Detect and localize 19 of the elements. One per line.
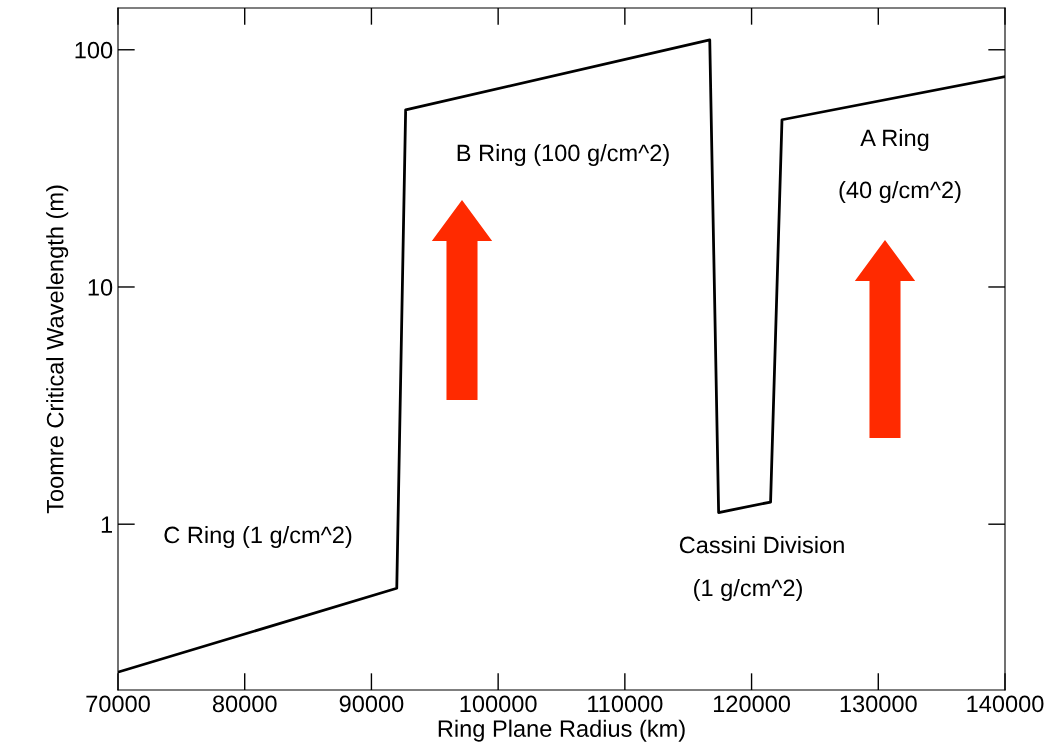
x-tick-label: 130000 [840,695,917,713]
x-tick-label: 140000 [967,695,1044,713]
annotation: (1 g/cm^2) [694,579,802,602]
annotation: C Ring (1 g/cm^2) [164,525,352,549]
x-tick-label: 90000 [339,695,404,713]
y-tick-label: 10 [88,279,113,296]
x-tick-label: 120000 [713,695,791,713]
y-tick-label: 100 [75,41,113,59]
annotation: A Ring [860,129,929,152]
x-tick-label: 100000 [460,695,537,713]
annotation: (40 g/cm^2) [839,181,961,204]
y-tick-label: 1 [101,516,112,533]
y-axis-title: Toomre Critical Wavelength (m) [46,185,69,514]
x-tick-label: 110000 [588,695,663,713]
x-tick-label: 80000 [212,695,277,713]
annotation: B Ring (100 g/cm^2) [457,144,669,167]
x-tick-label: 70000 [86,695,150,713]
x-axis-title: Ring Plane Radius (km) [438,719,685,742]
annotation: Cassini Division [679,535,844,554]
